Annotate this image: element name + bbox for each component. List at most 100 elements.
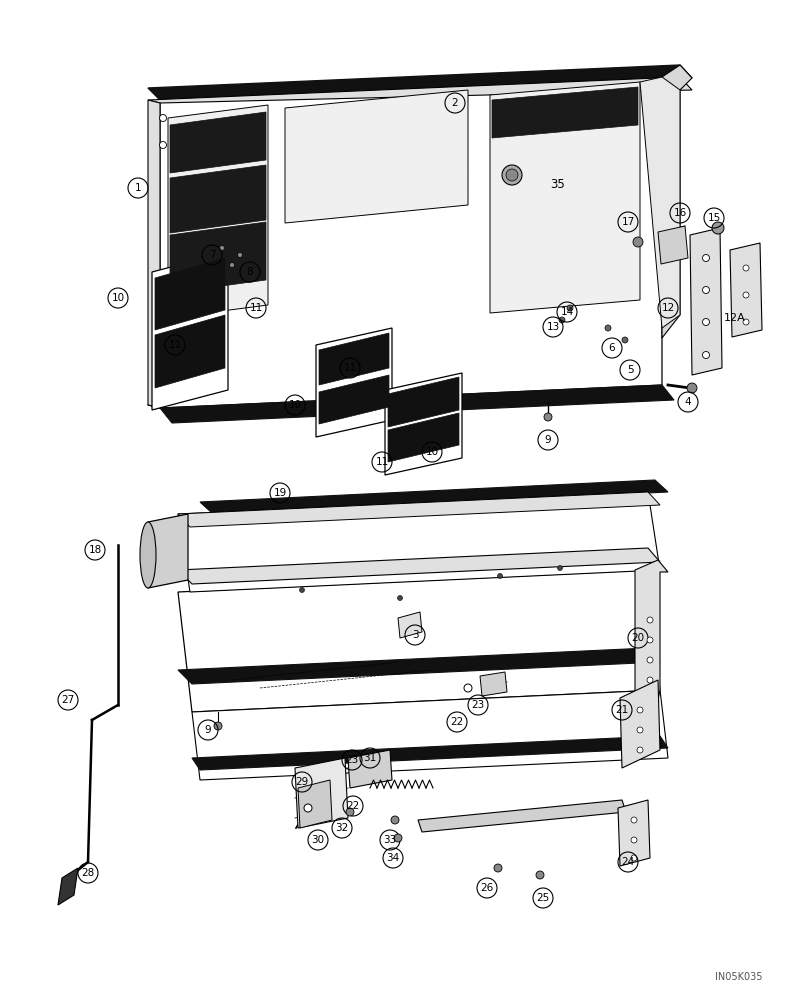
Polygon shape	[168, 105, 268, 318]
Polygon shape	[620, 680, 660, 768]
Ellipse shape	[140, 522, 156, 588]
Polygon shape	[295, 758, 348, 828]
Circle shape	[159, 114, 166, 121]
Polygon shape	[170, 222, 266, 293]
Text: 17: 17	[622, 217, 634, 227]
Text: 22: 22	[451, 717, 463, 727]
Circle shape	[647, 657, 653, 663]
Polygon shape	[178, 492, 660, 527]
Polygon shape	[662, 65, 692, 338]
Circle shape	[229, 262, 235, 267]
Polygon shape	[148, 100, 160, 408]
Text: 22: 22	[346, 801, 360, 811]
Polygon shape	[690, 228, 722, 375]
Text: 10: 10	[425, 447, 439, 457]
Polygon shape	[58, 868, 78, 905]
Circle shape	[743, 319, 749, 325]
Circle shape	[498, 574, 502, 578]
Text: 24: 24	[622, 857, 634, 867]
Polygon shape	[155, 258, 225, 330]
Polygon shape	[160, 385, 674, 423]
Polygon shape	[388, 413, 459, 462]
Polygon shape	[319, 375, 389, 424]
Text: 3: 3	[412, 630, 419, 640]
Polygon shape	[178, 548, 660, 584]
Text: 6: 6	[609, 343, 615, 353]
Text: 19: 19	[273, 488, 287, 498]
Circle shape	[299, 587, 305, 592]
Circle shape	[304, 804, 312, 812]
Polygon shape	[658, 226, 688, 264]
Text: 18: 18	[88, 545, 102, 555]
Polygon shape	[170, 165, 266, 233]
Polygon shape	[316, 328, 392, 437]
Text: 21: 21	[615, 705, 629, 715]
Circle shape	[647, 637, 653, 643]
Polygon shape	[178, 570, 660, 712]
Circle shape	[647, 617, 653, 623]
Text: 29: 29	[295, 777, 309, 787]
Text: 11: 11	[343, 363, 357, 373]
Text: 31: 31	[364, 753, 377, 763]
Text: 14: 14	[560, 307, 574, 317]
Circle shape	[536, 871, 544, 879]
Circle shape	[703, 318, 709, 326]
Text: 10: 10	[288, 400, 302, 410]
Circle shape	[544, 413, 552, 421]
Polygon shape	[480, 672, 507, 696]
Text: 8: 8	[247, 267, 253, 277]
Polygon shape	[298, 780, 332, 828]
Polygon shape	[192, 736, 668, 770]
Text: 26: 26	[480, 883, 494, 893]
Circle shape	[631, 817, 637, 823]
Circle shape	[633, 237, 643, 247]
Circle shape	[502, 165, 522, 185]
Text: 30: 30	[311, 835, 325, 845]
Text: 12: 12	[661, 303, 675, 313]
Polygon shape	[148, 77, 692, 103]
Polygon shape	[160, 77, 662, 408]
Circle shape	[214, 722, 222, 730]
Polygon shape	[492, 87, 638, 138]
Text: 33: 33	[384, 835, 396, 845]
Polygon shape	[192, 690, 668, 780]
Polygon shape	[200, 480, 668, 514]
Polygon shape	[170, 112, 266, 173]
Circle shape	[743, 265, 749, 271]
Text: 1: 1	[135, 183, 142, 193]
Text: 5: 5	[626, 365, 634, 375]
Text: 2: 2	[451, 98, 458, 108]
Text: 28: 28	[81, 868, 95, 878]
Circle shape	[346, 808, 354, 816]
Text: 27: 27	[61, 695, 75, 705]
Text: 9: 9	[205, 725, 211, 735]
Text: 12A: 12A	[724, 313, 746, 323]
Circle shape	[557, 566, 563, 570]
Circle shape	[743, 292, 749, 298]
Circle shape	[394, 834, 402, 842]
Text: 11: 11	[169, 340, 181, 350]
Polygon shape	[148, 514, 188, 588]
Circle shape	[637, 747, 643, 753]
Circle shape	[703, 286, 709, 294]
Circle shape	[687, 383, 697, 393]
Circle shape	[631, 837, 637, 843]
Polygon shape	[388, 377, 459, 427]
Text: 25: 25	[537, 893, 549, 903]
Polygon shape	[640, 77, 680, 328]
Text: 34: 34	[386, 853, 400, 863]
Polygon shape	[385, 373, 462, 475]
Text: 9: 9	[544, 435, 552, 445]
Circle shape	[631, 855, 637, 861]
Text: 20: 20	[631, 633, 645, 643]
Circle shape	[622, 337, 628, 343]
Polygon shape	[348, 750, 392, 788]
Text: 13: 13	[546, 322, 560, 332]
Circle shape	[159, 141, 166, 148]
Circle shape	[647, 677, 653, 683]
Polygon shape	[398, 612, 422, 638]
Circle shape	[391, 816, 399, 824]
Circle shape	[703, 254, 709, 261]
Text: 15: 15	[708, 213, 720, 223]
Polygon shape	[618, 800, 650, 866]
